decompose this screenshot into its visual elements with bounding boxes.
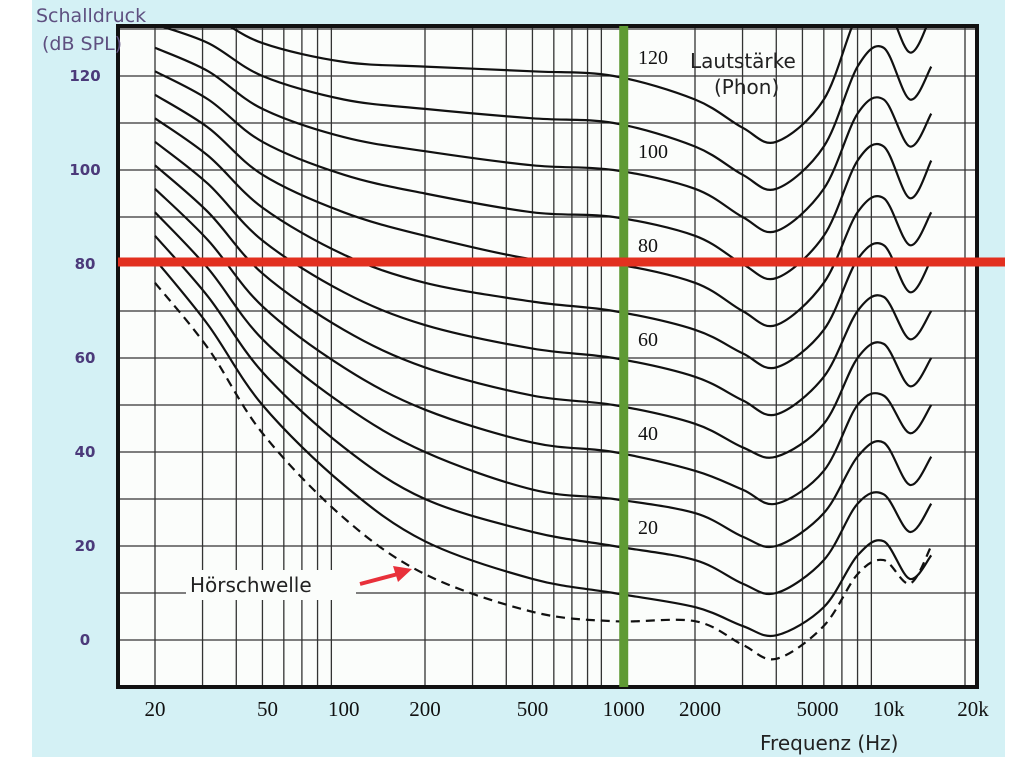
y-tick-label: 100 [69,161,100,179]
x-tick-label: 5000 [796,697,838,721]
curve-label-80: 80 [638,235,658,257]
curves [154,26,933,661]
phon-curve-100 [154,46,933,234]
y-tick-label: 40 [75,443,96,461]
y-tick-label: 0 [80,631,90,649]
threshold-label-bg [186,570,356,600]
phon-curve-20 [154,235,933,596]
y-axis-title-line2: (dB SPL) [42,33,122,55]
legend-title-line1: Lautstärke [690,49,796,73]
phon-curve-70 [154,117,933,370]
legend-title-line2: (Phon) [714,75,779,99]
x-tick-label: 1000 [603,697,645,721]
x-tick-label: 20k [957,697,989,721]
phon-curve-10 [154,258,933,638]
y-tick-label: 120 [69,67,100,85]
curve-label-100: 100 [638,141,668,163]
threshold-curve [154,282,933,661]
phon-curve-120 [227,26,928,144]
x-tick-label: 20 [145,697,166,721]
curve-label-40: 40 [638,423,658,445]
phon-curve-110 [156,26,933,191]
phon-curve-80 [154,93,933,328]
arrow-icon [359,566,412,586]
x-tick-label: 2000 [679,697,721,721]
curve-label-20: 20 [638,517,658,539]
x-tick-label: 50 [257,697,278,721]
x-tick-label: 200 [409,697,441,721]
y-tick-label: 80 [75,255,96,273]
plot-frame [116,24,979,689]
curve-label-60: 60 [638,329,658,351]
y-tick-label: 20 [75,537,96,555]
phon-curve-90 [154,70,933,281]
phon-curve-60 [154,140,933,417]
y-axis-title-line1: Schalldruck [36,5,146,27]
y-tick-label: 60 [75,349,96,367]
threshold-label: Hörschwelle [190,573,312,597]
x-axis: 20 50 100 200 500 1000 2000 5000 10k 20k [145,697,990,721]
y-axis: 0 20 40 60 80 100 120 [69,67,100,649]
phon-curve-40 [154,188,933,506]
x-axis-title: Frequenz (Hz) [760,731,899,755]
x-tick-label: 100 [328,697,360,721]
phon-curve-30 [154,211,933,549]
x-tick-label: 500 [517,697,549,721]
x-tick-label: 10k [873,697,905,721]
phon-curve-50 [154,164,933,459]
curve-label-120: 120 [638,47,668,69]
